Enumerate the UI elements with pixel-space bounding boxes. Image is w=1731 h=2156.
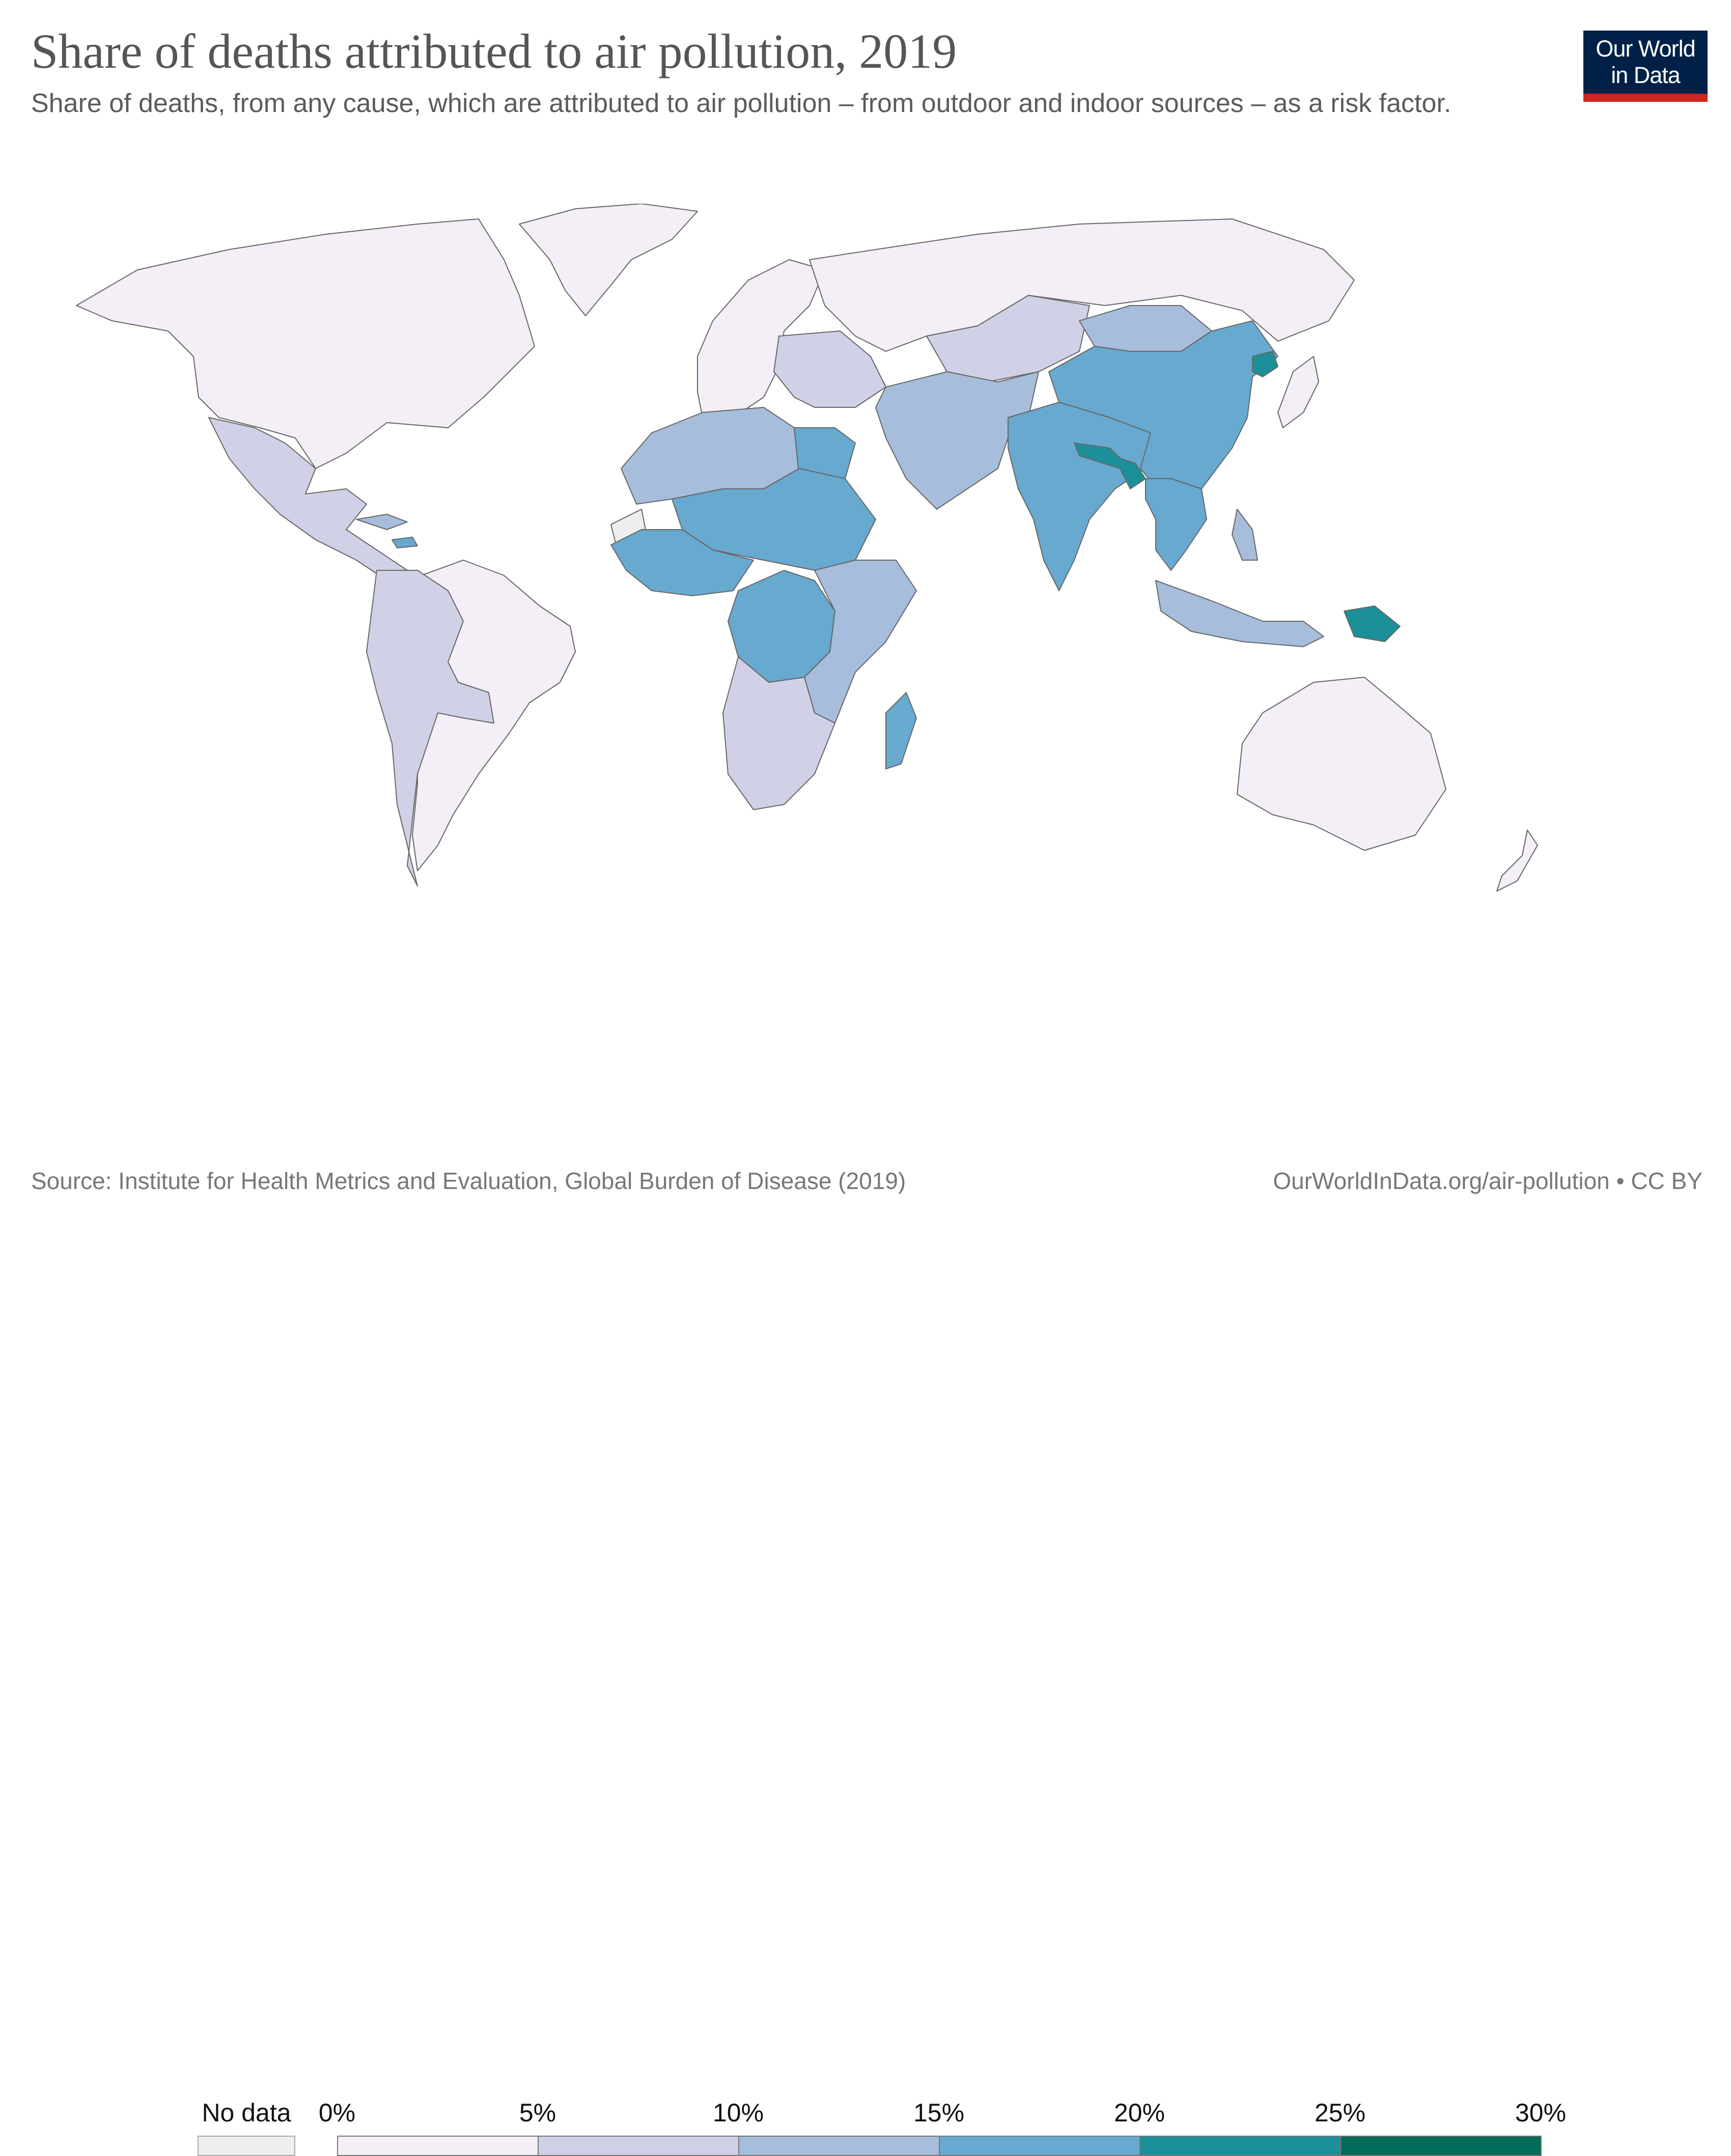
region-middle-east[interactable] (875, 371, 1039, 510)
region-madagascar[interactable] (885, 692, 917, 769)
region-papua-new-guinea[interactable] (1344, 605, 1401, 642)
region-eastern-europe-balkans[interactable] (773, 330, 886, 408)
legend-tick-label: 25% (1314, 2098, 1366, 2127)
legend-bin-15-20[interactable] (939, 2136, 1140, 2156)
region-west-africa[interactable] (610, 529, 754, 596)
region-north-america[interactable] (76, 218, 535, 469)
source-note: Source: Institute for Health Metrics and… (31, 1168, 906, 1194)
region-mexico-central-america[interactable] (208, 417, 408, 581)
legend-bin-10-15[interactable] (738, 2136, 940, 2156)
world-map[interactable] (61, 204, 1629, 968)
legend-bin-0-5[interactable] (337, 2136, 539, 2156)
owid-logo[interactable]: Our World in Data (1583, 31, 1708, 102)
region-philippines-indonesia[interactable] (1155, 509, 1324, 647)
region-north-korea[interactable] (1252, 351, 1278, 377)
logo-line-2: in Data (1611, 62, 1681, 88)
region-andes-bolivia-paraguay[interactable] (366, 570, 494, 887)
legend: No data 0% 5% 10% 15% 20% 25% 30% (0, 1044, 1731, 2156)
legend-tick-label: 20% (1113, 2098, 1165, 2127)
legend-bin-25-30[interactable] (1340, 2136, 1542, 2156)
legend-bin-5-10[interactable] (538, 2136, 739, 2156)
region-haiti[interactable] (392, 537, 418, 548)
region-southeast-asia[interactable] (1145, 478, 1207, 571)
region-russia[interactable] (809, 218, 1355, 352)
credit-note[interactable]: OurWorldInData.org/air-pollution • CC BY (1273, 1168, 1702, 1194)
region-caribbean[interactable] (356, 514, 408, 530)
legend-tick-label: 0% (318, 2098, 356, 2127)
region-new-zealand[interactable] (1496, 830, 1538, 892)
logo-line-1: Our World (1596, 36, 1695, 62)
chart-subtitle: Share of deaths, from any cause, which a… (31, 89, 1451, 118)
region-china[interactable] (1048, 320, 1278, 494)
legend-no-data-label: No data (202, 2098, 291, 2127)
region-south-asia[interactable] (1008, 402, 1151, 591)
region-east-africa[interactable] (804, 560, 917, 724)
legend-tick-label: 15% (913, 2098, 965, 2127)
legend-no-data-swatch[interactable] (198, 2136, 295, 2156)
legend-tick-label: 10% (712, 2098, 764, 2127)
region-australia[interactable] (1237, 677, 1446, 851)
legend-tick-label: 5% (519, 2098, 556, 2127)
region-southern-africa[interactable] (722, 656, 835, 810)
legend-tick-label: 30% (1515, 2098, 1567, 2127)
region-japan[interactable] (1277, 356, 1319, 428)
legend-bin-20-25[interactable] (1139, 2136, 1341, 2156)
chart-title: Share of deaths attributed to air pollut… (31, 24, 957, 78)
region-greenland[interactable] (519, 204, 698, 316)
